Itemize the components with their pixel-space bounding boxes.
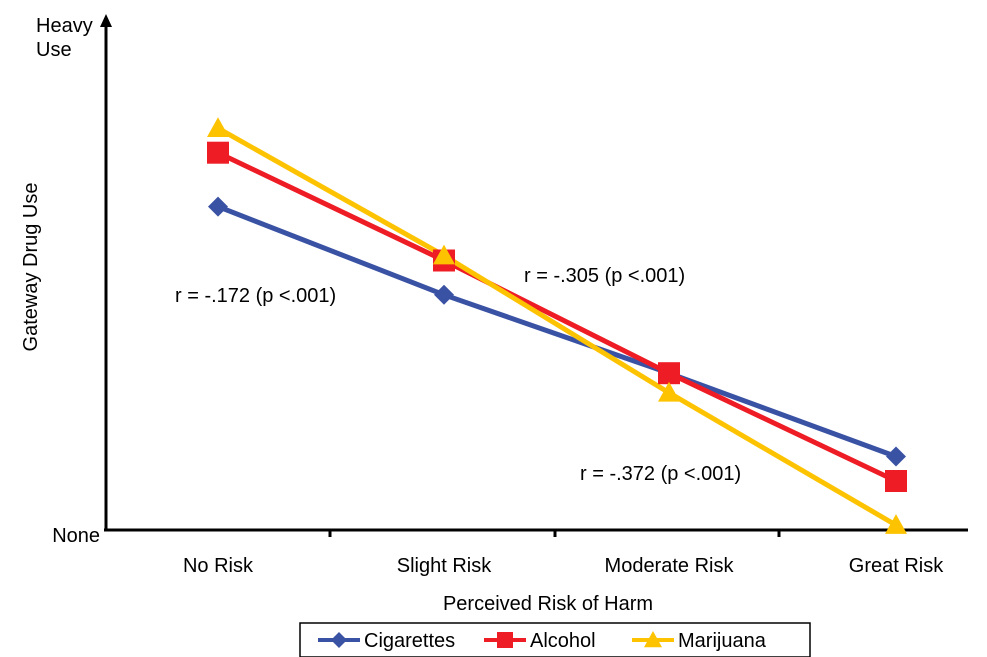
x-tick-label: No Risk <box>183 555 254 577</box>
y-axis-title: Gateway Drug Use <box>20 183 42 352</box>
data-point-marijuana <box>433 244 455 265</box>
annotation-alcohol-r: r = -.305 (p <.001) <box>524 265 685 287</box>
data-point-marijuana <box>207 117 229 137</box>
legend: Cigarettes Alcohol Marijuana <box>299 622 811 657</box>
legend-box <box>299 622 811 657</box>
legend-label-alcohol: Alcohol <box>530 630 596 652</box>
annotation-marijuana-r: r = -.372 (p <.001) <box>580 463 741 485</box>
x-axis-ticks <box>328 530 781 537</box>
legend-label-cigarettes: Cigarettes <box>364 630 455 652</box>
legend-marker-alcohol <box>497 632 513 648</box>
legend-marker-marijuana <box>644 631 662 648</box>
legend-marker-cigarettes <box>331 632 347 648</box>
series-line-cigarettes <box>217 204 897 459</box>
y-axis-arrowhead <box>100 14 112 27</box>
series-line-marijuana <box>216 126 898 528</box>
x-tick-label: Moderate Risk <box>605 555 735 577</box>
data-point-cigarettes <box>886 446 906 467</box>
x-tick-label: Slight Risk <box>397 555 492 577</box>
series-layer <box>207 117 907 534</box>
x-tick-label: Great Risk <box>849 555 944 577</box>
y-tick-heavy: Heavy <box>36 15 93 37</box>
data-point-alcohol <box>658 362 680 385</box>
annotation-cigarettes-r: r = -.172 (p <.001) <box>175 285 336 307</box>
legend-label-marijuana: Marijuana <box>678 630 767 652</box>
data-point-marijuana <box>885 514 907 534</box>
y-tick-none: None <box>52 525 100 547</box>
data-point-marijuana <box>658 381 680 402</box>
x-tick-labels: No Risk Slight Risk Moderate Risk Great Ris… <box>183 555 944 577</box>
data-point-cigarettes <box>434 284 454 305</box>
data-point-alcohol <box>207 141 229 164</box>
x-axis-title: Perceived Risk of Harm <box>443 593 653 615</box>
data-point-alcohol <box>885 470 907 492</box>
series-line-alcohol <box>216 150 898 484</box>
data-point-cigarettes <box>208 196 228 217</box>
y-tick-use: Use <box>36 39 72 61</box>
